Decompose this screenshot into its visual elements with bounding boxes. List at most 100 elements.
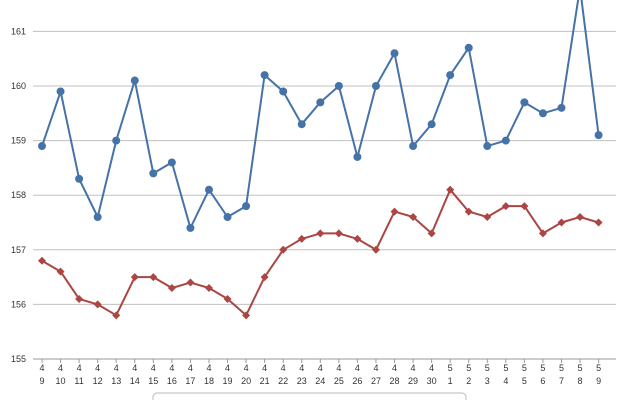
data-point[interactable] <box>223 294 232 303</box>
data-point[interactable] <box>279 245 288 254</box>
x-tick-label-month: 4 <box>188 363 193 373</box>
data-point[interactable] <box>371 82 380 90</box>
data-point[interactable] <box>297 234 306 243</box>
data-point[interactable] <box>112 311 121 320</box>
data-point[interactable] <box>390 49 399 58</box>
data-point[interactable] <box>186 223 195 232</box>
data-point[interactable] <box>353 234 362 243</box>
data-point[interactable] <box>149 273 158 282</box>
x-tick-label-month: 4 <box>206 363 211 373</box>
grid-lines <box>33 30 616 360</box>
data-point[interactable] <box>371 245 380 254</box>
data-point[interactable] <box>483 142 492 151</box>
data-point[interactable] <box>501 202 510 211</box>
x-tick-label-day: 30 <box>427 376 437 386</box>
x-tick-label-month: 4 <box>114 363 119 373</box>
x-tick-label-day: 13 <box>111 376 121 386</box>
data-point[interactable] <box>93 300 102 309</box>
x-tick-label-month: 5 <box>540 363 545 373</box>
x-tick-label-day: 12 <box>93 376 103 386</box>
data-point[interactable] <box>260 71 269 80</box>
data-point[interactable] <box>427 120 436 129</box>
x-tick-label-day: 3 <box>485 376 490 386</box>
data-point[interactable] <box>520 98 529 107</box>
data-point[interactable] <box>464 207 473 216</box>
data-point[interactable] <box>557 103 566 112</box>
data-point[interactable] <box>167 284 176 293</box>
series-1 <box>38 0 603 232</box>
y-axis-ticks: 155 156 157 158 159 160 161 <box>11 26 26 364</box>
x-tick-label-day: 24 <box>315 376 325 386</box>
data-point[interactable] <box>167 158 176 167</box>
y-tick-label: 160 <box>11 81 26 91</box>
x-tick-label-month: 4 <box>244 363 249 373</box>
data-point[interactable] <box>297 120 306 129</box>
data-point[interactable] <box>538 229 547 238</box>
data-point[interactable] <box>353 152 362 161</box>
data-point[interactable] <box>260 273 269 282</box>
x-tick-label-month: 5 <box>559 363 564 373</box>
data-point[interactable] <box>520 202 529 211</box>
data-point[interactable] <box>204 284 213 293</box>
data-point[interactable] <box>334 229 343 238</box>
x-tick-label-month: 4 <box>77 363 82 373</box>
x-tick-label-day: 9 <box>39 376 44 386</box>
x-tick-label-month: 4 <box>95 363 100 373</box>
data-point[interactable] <box>204 185 213 194</box>
y-tick-label: 159 <box>11 136 26 146</box>
data-point[interactable] <box>446 185 455 194</box>
data-point[interactable] <box>409 213 418 222</box>
x-axis-ticks: 4941041141241341441541641741841942042142… <box>39 359 601 386</box>
y-tick-label: 158 <box>11 190 26 200</box>
x-tick-label-month: 4 <box>373 363 378 373</box>
data-point[interactable] <box>446 71 455 80</box>
data-point[interactable] <box>594 218 603 227</box>
y-tick-label: 156 <box>11 299 26 309</box>
x-tick-label-month: 5 <box>522 363 527 373</box>
data-point[interactable] <box>93 213 102 222</box>
y-tick-label: 161 <box>11 26 26 36</box>
data-point[interactable] <box>427 229 436 238</box>
data-point[interactable] <box>149 169 158 178</box>
data-point[interactable] <box>112 136 121 145</box>
data-point[interactable] <box>334 82 343 90</box>
data-point[interactable] <box>75 294 84 303</box>
x-tick-label-day: 8 <box>578 376 583 386</box>
data-point[interactable] <box>594 131 603 140</box>
x-tick-label-day: 14 <box>130 376 140 386</box>
x-tick-label-month: 5 <box>503 363 508 373</box>
data-point[interactable] <box>390 207 399 216</box>
data-point[interactable] <box>130 76 139 85</box>
x-tick-label-day: 22 <box>278 376 288 386</box>
data-point[interactable] <box>75 174 84 183</box>
data-point[interactable] <box>38 256 46 265</box>
series-group <box>38 0 603 320</box>
data-point[interactable] <box>316 98 325 107</box>
data-point[interactable] <box>242 311 251 320</box>
data-point[interactable] <box>483 213 492 222</box>
x-tick-label-month: 5 <box>448 363 453 373</box>
x-tick-label-month: 4 <box>318 363 323 373</box>
x-tick-label-month: 5 <box>485 363 490 373</box>
data-point[interactable] <box>186 278 195 287</box>
data-point[interactable] <box>279 87 288 96</box>
data-point[interactable] <box>316 229 325 238</box>
data-point[interactable] <box>56 267 65 276</box>
x-tick-label-month: 4 <box>151 363 156 373</box>
data-point[interactable] <box>242 202 251 211</box>
x-tick-label-month: 5 <box>596 363 601 373</box>
x-tick-label-month: 5 <box>578 363 583 373</box>
x-tick-label-day: 9 <box>596 376 601 386</box>
x-tick-label-month: 4 <box>169 363 174 373</box>
data-point[interactable] <box>501 136 510 145</box>
data-point[interactable] <box>409 142 418 151</box>
data-point[interactable] <box>538 109 547 118</box>
chart-scrollbar[interactable] <box>152 392 467 400</box>
data-point[interactable] <box>464 43 473 52</box>
data-point[interactable] <box>223 213 232 222</box>
data-point[interactable] <box>130 273 139 282</box>
data-point[interactable] <box>56 87 65 96</box>
data-point[interactable] <box>557 218 566 227</box>
data-point[interactable] <box>38 142 46 151</box>
data-point[interactable] <box>576 213 585 222</box>
